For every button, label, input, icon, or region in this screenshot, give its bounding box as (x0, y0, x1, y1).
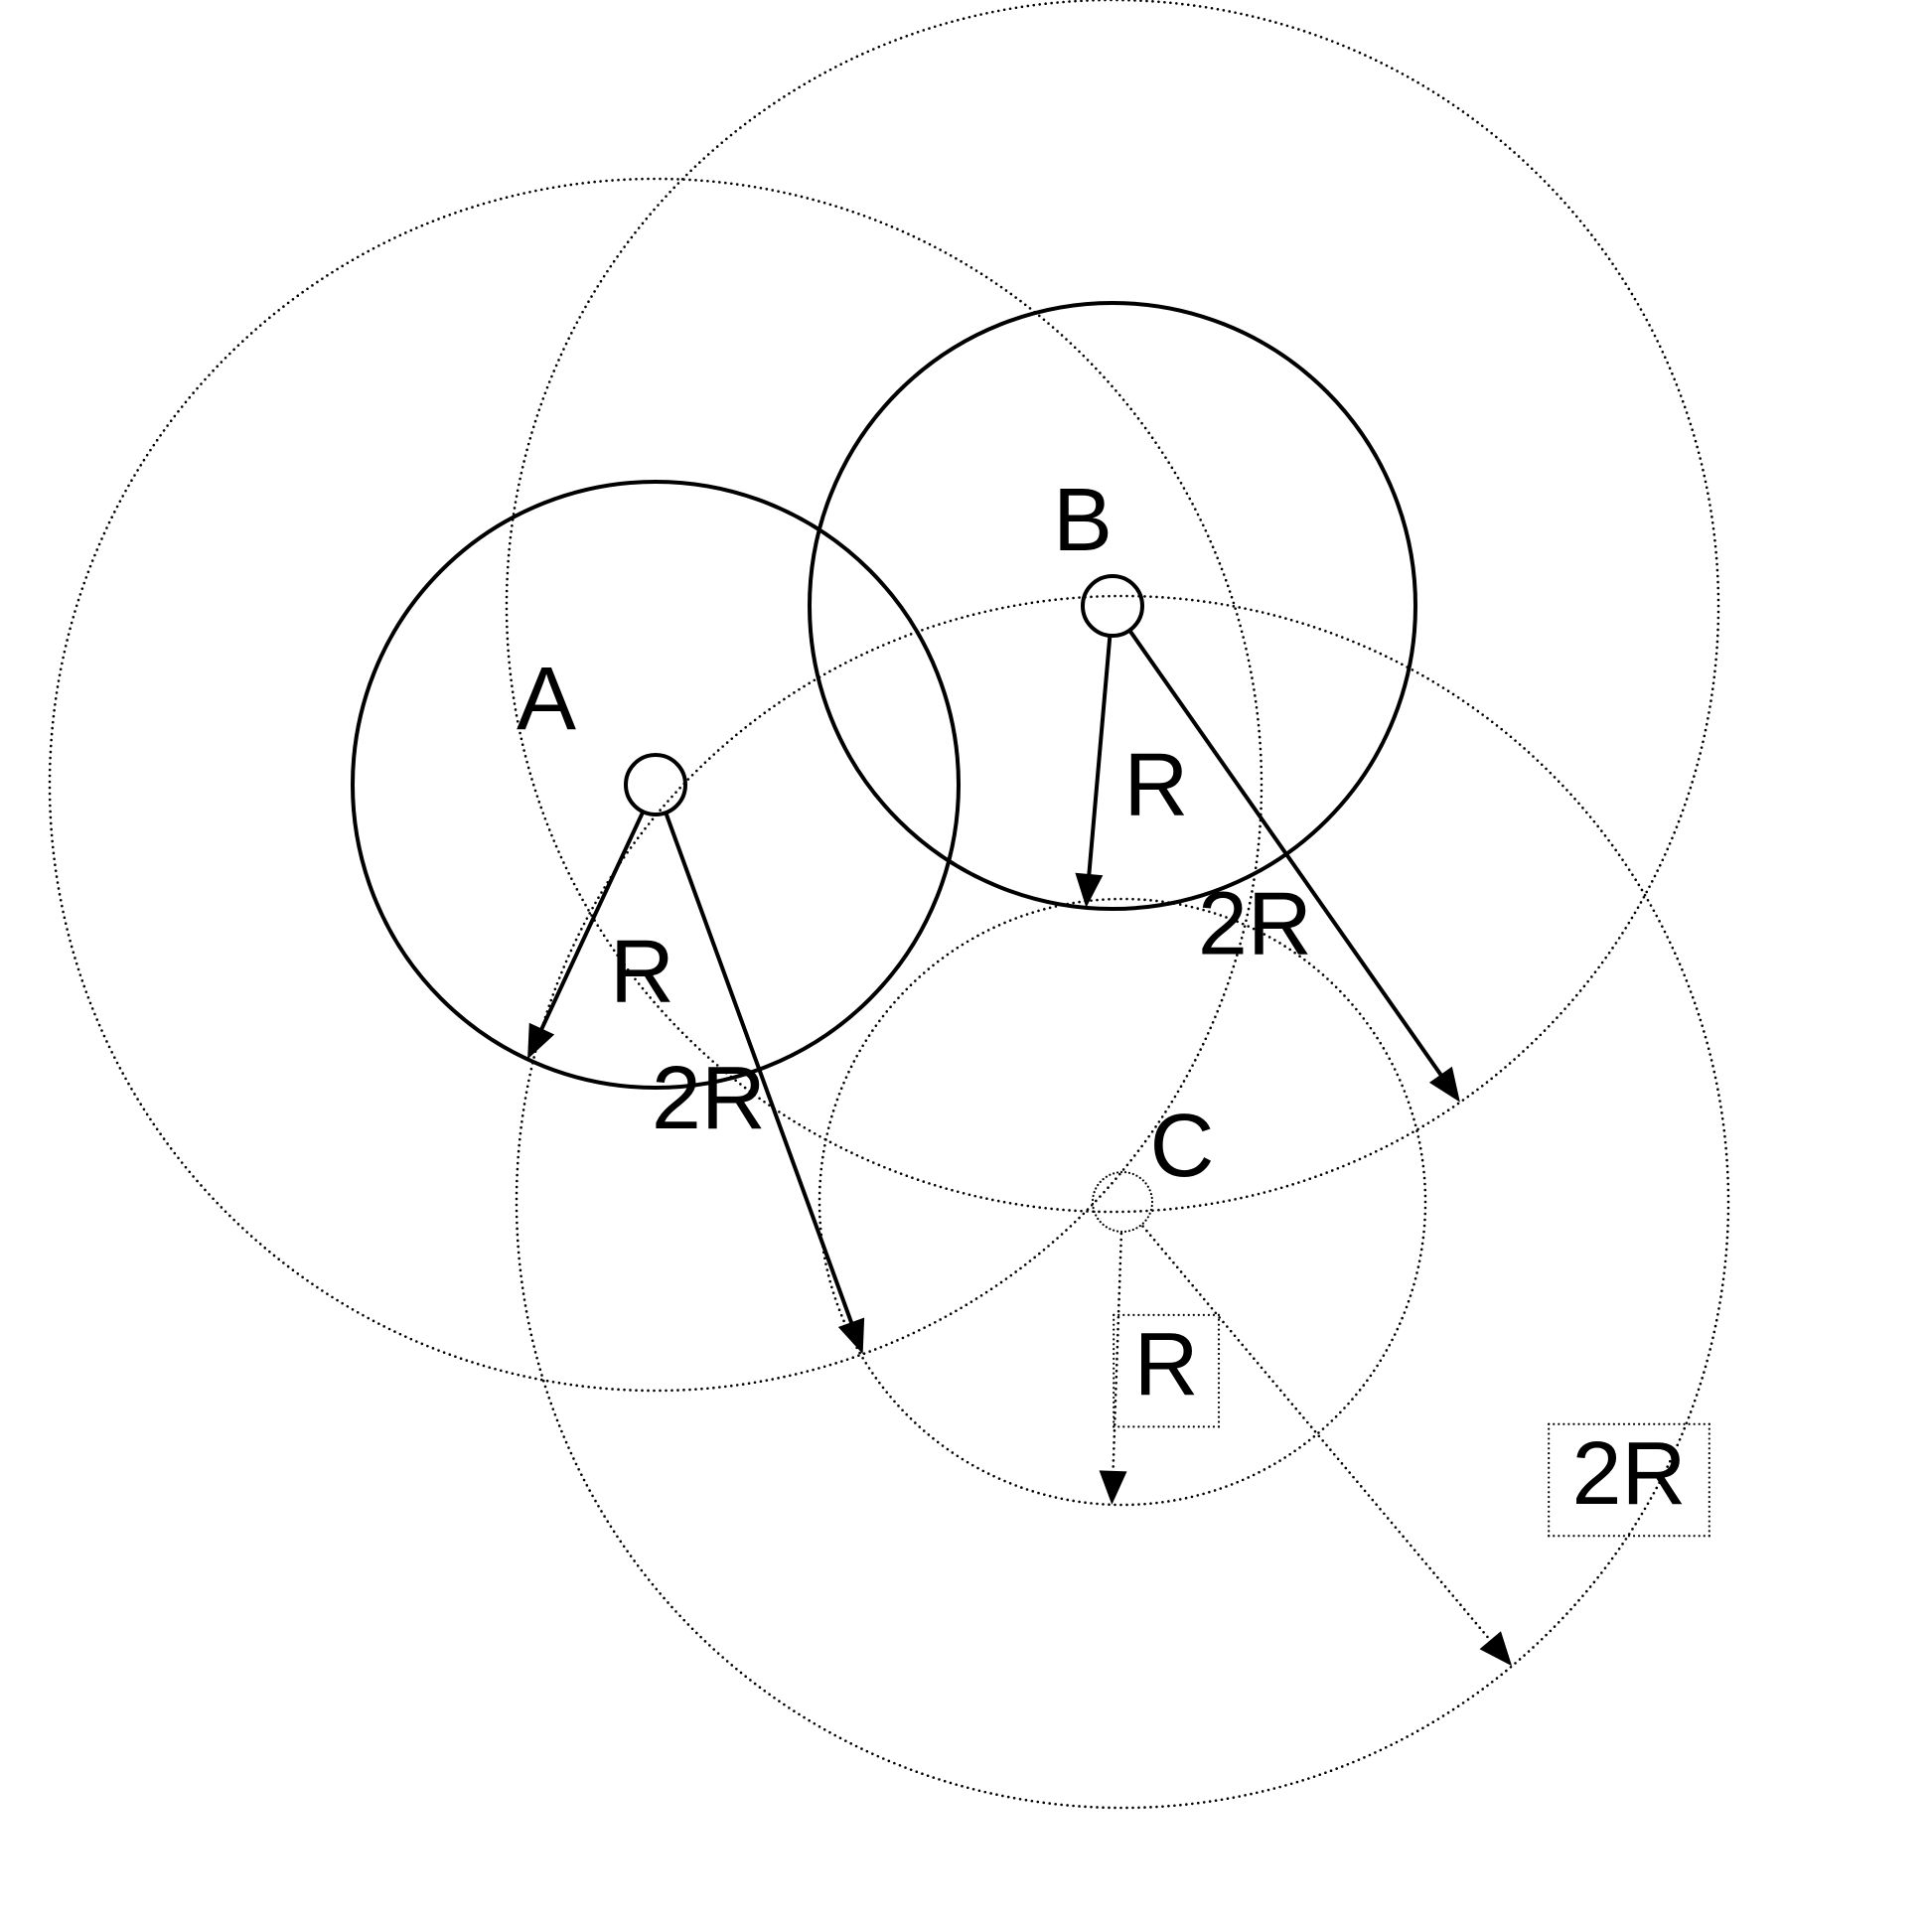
outer-circle-c (516, 595, 1730, 1810)
arrow-label-a_r: R (610, 922, 674, 1021)
node-label-c: C (1150, 1097, 1215, 1196)
node-label-a: A (517, 650, 576, 749)
center-marker-c (1092, 1171, 1153, 1233)
outer-circle-b (506, 0, 1720, 1213)
inner-circle-c (818, 898, 1427, 1507)
arrow-label-c_r: R (1134, 1315, 1199, 1414)
arrow-label-b_2r: 2R (1198, 875, 1312, 974)
center-marker-a (626, 755, 685, 814)
arrow-label-a_2r: 2R (652, 1049, 766, 1148)
arrow-label-c_2r: 2R (1571, 1424, 1686, 1524)
center-marker-b (1083, 576, 1142, 636)
outer-circle-a (49, 178, 1263, 1393)
node-label-b: B (1053, 471, 1113, 570)
arrow-label-b_r: R (1123, 735, 1188, 834)
